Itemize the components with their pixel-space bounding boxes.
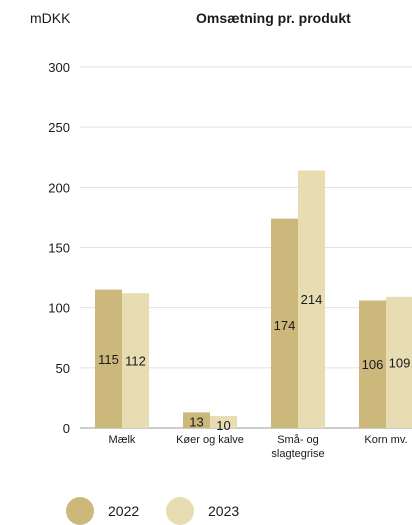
bar-2023-0: [122, 293, 149, 428]
bar-2022-1: [183, 412, 210, 428]
data-label-2023-3: 109: [389, 355, 411, 370]
legend-item-2022: 2022: [66, 497, 139, 525]
legend-label-2022: 2022: [108, 503, 140, 519]
data-label-2022-0: 115: [98, 352, 119, 367]
x-tick-label-2-line-1: slagtegrise: [271, 448, 324, 460]
bar-2023-2: [298, 170, 325, 428]
legend-label-2023: 2023: [208, 503, 240, 519]
bar-2023-1: [210, 415, 237, 428]
data-label-2022-2: 174: [274, 318, 296, 333]
y-tick-label-0: 0: [63, 421, 70, 436]
x-tick-label-1: Køer og kalve: [176, 434, 244, 446]
y-tick-label-300: 300: [48, 60, 70, 75]
bar-2022-0: [95, 289, 122, 428]
chart-title: Omsætning pr. produkt: [196, 10, 351, 26]
y-tick-label-250: 250: [48, 120, 70, 135]
bar-2022-3: [359, 300, 386, 428]
y-tick-label-150: 150: [48, 241, 70, 256]
y-tick-label-50: 50: [56, 361, 70, 376]
x-tick-label-2-line-0: Små- og: [277, 434, 319, 446]
data-label-2022-3: 106: [362, 357, 384, 372]
bar-2022-2: [271, 218, 298, 428]
data-label-2023-2: 214: [301, 292, 323, 307]
y-axis-unit: mDKK: [30, 10, 71, 26]
data-label-2022-1: 13: [189, 414, 203, 429]
data-label-2023-1: 10: [216, 418, 230, 433]
legend-item-2023: 2023: [166, 497, 239, 525]
legend-swatch-2022: [66, 497, 94, 525]
legend-swatch-2023: [166, 497, 194, 525]
y-tick-label-100: 100: [48, 301, 70, 316]
x-tick-label-3: Korn mv.: [364, 434, 407, 446]
x-tick-label-0: Mælk: [109, 434, 136, 446]
bar-2023-3: [386, 296, 412, 428]
y-tick-label-200: 200: [48, 180, 70, 195]
data-label-2023-0: 112: [125, 354, 146, 369]
